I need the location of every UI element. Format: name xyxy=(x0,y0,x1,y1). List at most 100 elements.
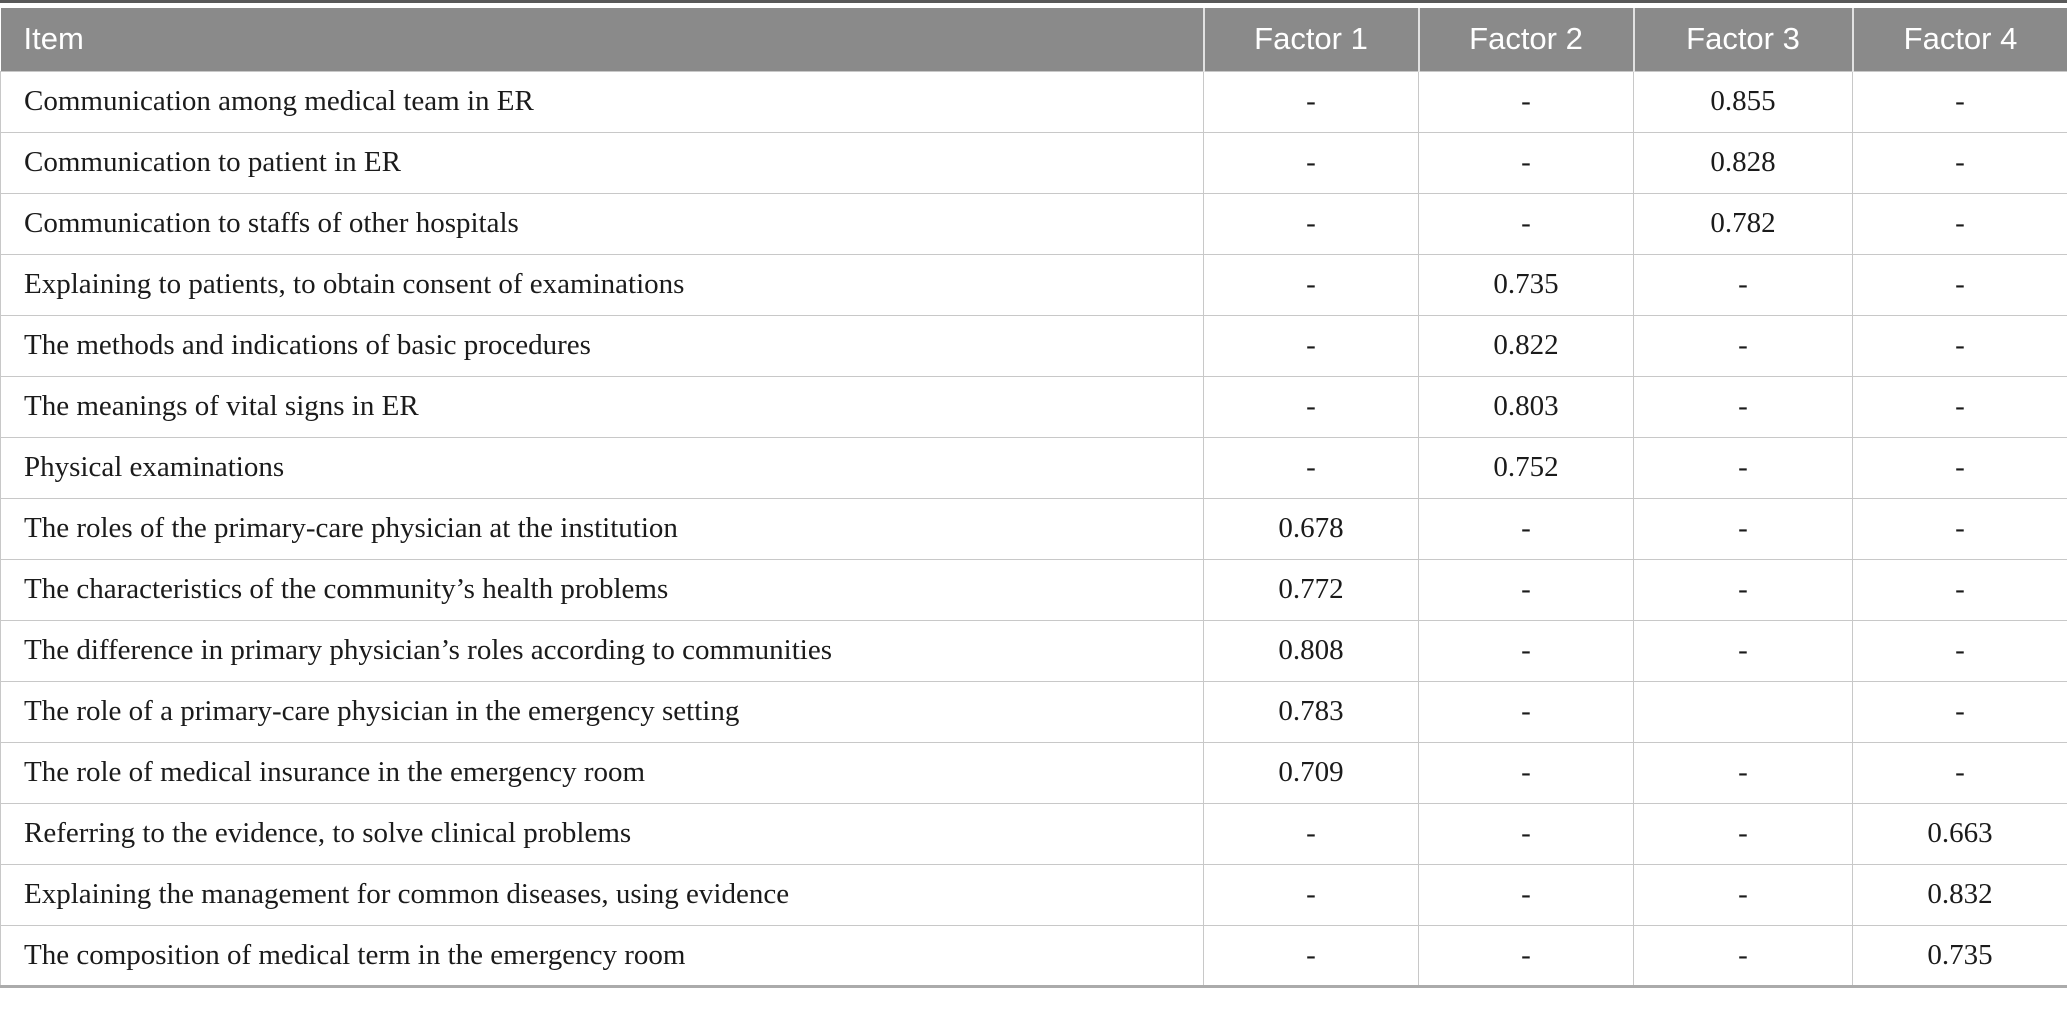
factor-value-cell: 0.803 xyxy=(1418,375,1634,438)
header-row: Item Factor 1 Factor 2 Factor 3 Factor 4 xyxy=(0,8,2067,71)
table-row: Communication to staffs of other hospita… xyxy=(0,192,2067,255)
item-cell: The roles of the primary-care physician … xyxy=(0,497,1204,560)
factor-value-cell: - xyxy=(1633,375,1853,438)
factor-value-cell: - xyxy=(1852,131,2067,194)
factor-value-cell: - xyxy=(1852,253,2067,316)
factor-value-cell: - xyxy=(1633,253,1853,316)
factor-value-cell: 0.735 xyxy=(1852,924,2067,988)
table-row: The roles of the primary-care physician … xyxy=(0,497,2067,560)
factor-value-cell xyxy=(1633,680,1853,743)
item-cell: The meanings of vital signs in ER xyxy=(0,375,1204,438)
factor-value-cell: 0.822 xyxy=(1418,314,1634,377)
factor-value-cell: 0.808 xyxy=(1203,619,1419,682)
factor-value-cell: - xyxy=(1633,924,1853,988)
table-row: Physical examinations - 0.752 - - xyxy=(0,436,2067,499)
factor-value-cell: - xyxy=(1203,863,1419,926)
factor-value-cell: - xyxy=(1633,558,1853,621)
factor-value-cell: 0.783 xyxy=(1203,680,1419,743)
factor-value-cell: - xyxy=(1418,497,1634,560)
factor-value-cell: - xyxy=(1633,314,1853,377)
factor-value-cell: - xyxy=(1418,924,1634,988)
item-cell: The role of a primary-care physician in … xyxy=(0,680,1204,743)
table-row: Explaining the management for common dis… xyxy=(0,863,2067,926)
item-cell: Referring to the evidence, to solve clin… xyxy=(0,802,1204,865)
column-header-factor-1: Factor 1 xyxy=(1202,8,1419,71)
factor-value-cell: - xyxy=(1418,192,1634,255)
factor-value-cell: - xyxy=(1633,619,1853,682)
factor-value-cell: - xyxy=(1852,619,2067,682)
table-row: The characteristics of the community’s h… xyxy=(0,558,2067,621)
factor-value-cell: - xyxy=(1203,192,1419,255)
table-row: The role of a primary-care physician in … xyxy=(0,680,2067,743)
table-header: Item Factor 1 Factor 2 Factor 3 Factor 4 xyxy=(0,8,2067,71)
factor-value-cell: 0.828 xyxy=(1633,131,1853,194)
table-row: The methods and indications of basic pro… xyxy=(0,314,2067,377)
table-row: The composition of medical term in the e… xyxy=(0,924,2067,988)
table-row: Referring to the evidence, to solve clin… xyxy=(0,802,2067,865)
table-row: Explaining to patients, to obtain consen… xyxy=(0,253,2067,316)
factor-value-cell: 0.772 xyxy=(1203,558,1419,621)
factor-value-cell: - xyxy=(1203,436,1419,499)
factor-value-cell: - xyxy=(1203,924,1419,988)
item-cell: Explaining to patients, to obtain consen… xyxy=(0,253,1204,316)
factor-value-cell: - xyxy=(1633,741,1853,804)
factor-value-cell: 0.663 xyxy=(1852,802,2067,865)
factor-value-cell: 0.832 xyxy=(1852,863,2067,926)
factor-value-cell: - xyxy=(1418,70,1634,133)
item-cell: Communication among medical team in ER xyxy=(0,70,1204,133)
column-header-factor-3: Factor 3 xyxy=(1632,8,1853,71)
factor-value-cell: - xyxy=(1418,680,1634,743)
factor-value-cell: - xyxy=(1633,802,1853,865)
table-row: The difference in primary physician’s ro… xyxy=(0,619,2067,682)
factor-value-cell: - xyxy=(1418,131,1634,194)
factor-value-cell: - xyxy=(1852,680,2067,743)
item-cell: Communication to staffs of other hospita… xyxy=(0,192,1204,255)
column-header-item: Item xyxy=(0,8,1204,71)
factor-value-cell: - xyxy=(1852,741,2067,804)
factor-value-cell: 0.735 xyxy=(1418,253,1634,316)
factor-value-cell: - xyxy=(1852,314,2067,377)
factor-value-cell: - xyxy=(1203,802,1419,865)
factor-value-cell: - xyxy=(1203,253,1419,316)
factor-value-cell: - xyxy=(1418,619,1634,682)
column-header-factor-4: Factor 4 xyxy=(1851,8,2067,71)
factor-value-cell: 0.855 xyxy=(1633,70,1853,133)
factor-value-cell: - xyxy=(1852,497,2067,560)
item-cell: Explaining the management for common dis… xyxy=(0,863,1204,926)
factor-value-cell: - xyxy=(1418,558,1634,621)
factor-value-cell: - xyxy=(1852,558,2067,621)
factor-value-cell: - xyxy=(1852,192,2067,255)
factor-value-cell: - xyxy=(1418,863,1634,926)
factor-value-cell: - xyxy=(1633,863,1853,926)
factor-value-cell: - xyxy=(1203,131,1419,194)
item-cell: The difference in primary physician’s ro… xyxy=(0,619,1204,682)
factor-value-cell: 0.678 xyxy=(1203,497,1419,560)
factor-value-cell: - xyxy=(1633,436,1853,499)
factor-value-cell: 0.709 xyxy=(1203,741,1419,804)
table-body: Communication among medical team in ER -… xyxy=(0,70,2067,988)
item-cell: Physical examinations xyxy=(0,436,1204,499)
factor-value-cell: - xyxy=(1633,497,1853,560)
factor-value-cell: - xyxy=(1203,375,1419,438)
table-row: The role of medical insurance in the eme… xyxy=(0,741,2067,804)
factor-value-cell: 0.752 xyxy=(1418,436,1634,499)
table-top-gap xyxy=(0,3,2067,8)
item-cell: Communication to patient in ER xyxy=(0,131,1204,194)
table-row: The meanings of vital signs in ER - 0.80… xyxy=(0,375,2067,438)
factor-value-cell: - xyxy=(1418,741,1634,804)
factor-loading-table: Item Factor 1 Factor 2 Factor 3 Factor 4… xyxy=(0,8,2067,988)
item-cell: The composition of medical term in the e… xyxy=(0,924,1204,988)
factor-value-cell: - xyxy=(1852,70,2067,133)
item-cell: The characteristics of the community’s h… xyxy=(0,558,1204,621)
table-row: Communication among medical team in ER -… xyxy=(0,70,2067,133)
table-row: Communication to patient in ER - - 0.828… xyxy=(0,131,2067,194)
factor-value-cell: - xyxy=(1852,436,2067,499)
factor-value-cell: - xyxy=(1203,314,1419,377)
item-cell: The role of medical insurance in the eme… xyxy=(0,741,1204,804)
factor-value-cell: - xyxy=(1418,802,1634,865)
factor-value-cell: 0.782 xyxy=(1633,192,1853,255)
factor-value-cell: - xyxy=(1203,70,1419,133)
item-cell: The methods and indications of basic pro… xyxy=(0,314,1204,377)
factor-value-cell: - xyxy=(1852,375,2067,438)
